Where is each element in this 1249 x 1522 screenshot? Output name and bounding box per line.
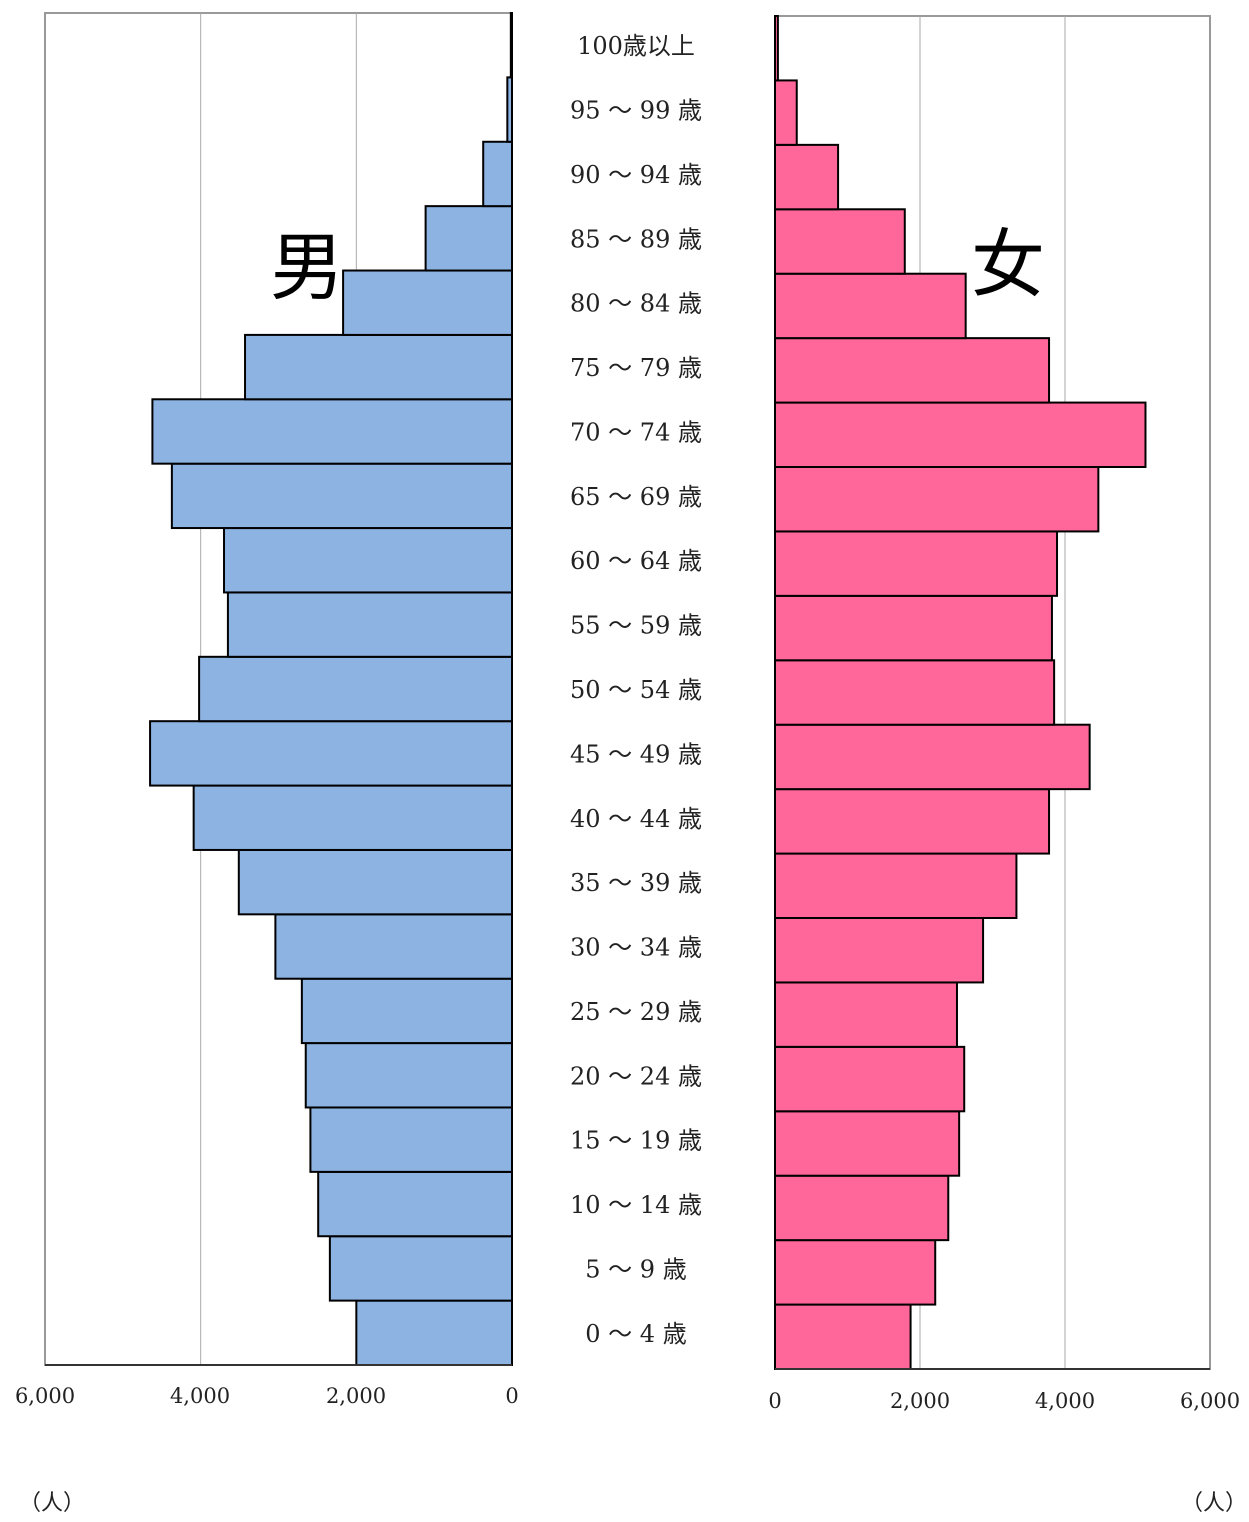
age-group-label: 100歳以上 — [577, 32, 695, 60]
age-group-label: 55 ～ 59 歳 — [570, 612, 702, 640]
female-bar — [774, 272, 967, 340]
male-tick-label: 2,000 — [326, 1384, 386, 1408]
male-tick-label: 0 — [505, 1384, 518, 1408]
age-group-label: 0 ～ 4 歳 — [585, 1320, 686, 1348]
female-bar — [774, 981, 958, 1048]
female-bar — [774, 788, 1051, 855]
male-panel: 6,000 4,000 2,000 0 — [15, 12, 519, 1408]
age-group-label: 10 ～ 14 歳 — [570, 1191, 702, 1219]
age-group-label: 45 ～ 49 歳 — [570, 740, 702, 768]
female-bar — [774, 659, 1056, 726]
male-bar — [300, 977, 513, 1045]
male-tick-label: 4,000 — [170, 1384, 230, 1408]
male-tick-labels: 6,000 4,000 2,000 0 — [15, 1384, 519, 1408]
age-group-label: 25 ～ 29 歳 — [570, 998, 702, 1026]
age-group-label: 35 ～ 39 歳 — [570, 869, 702, 897]
male-bar — [244, 333, 513, 401]
female-bar — [774, 143, 840, 211]
female-bar — [774, 723, 1091, 791]
age-group-label: 40 ～ 44 歳 — [570, 805, 702, 833]
female-series-label: 女 — [971, 222, 1045, 308]
female-tick-label: 4,000 — [1035, 1389, 1095, 1413]
female-bar — [774, 1239, 937, 1306]
male-bar — [170, 462, 513, 530]
age-group-label: 85 ～ 89 歳 — [570, 225, 702, 253]
female-bar — [774, 852, 1018, 919]
age-group-labels: 0 ～ 4 歳 5 ～ 9 歳 10 ～ 14 歳 15 ～ 19 歳 20 ～ 24 … — [570, 32, 702, 1348]
female-bar — [774, 466, 1100, 533]
male-bar — [237, 848, 513, 916]
male-bar — [328, 1235, 513, 1302]
female-panel: 0 2,000 4,000 6,000 — [768, 15, 1240, 1413]
male-bar — [149, 720, 513, 787]
male-bar — [226, 591, 514, 658]
male-bar — [304, 1042, 513, 1109]
male-bar — [274, 913, 513, 980]
age-group-label: 75 ～ 79 歳 — [570, 354, 702, 382]
female-bar — [774, 1045, 966, 1113]
female-bar — [774, 917, 985, 984]
male-bar — [151, 398, 513, 465]
male-bars — [149, 12, 514, 1366]
female-bar — [774, 530, 1059, 597]
male-bar — [198, 655, 514, 723]
male-bar — [342, 269, 513, 336]
female-bar — [774, 401, 1147, 469]
male-bar — [192, 784, 514, 851]
male-series-label: 男 — [270, 225, 344, 311]
unit-label-right: （人） — [1181, 1491, 1247, 1516]
female-bar — [774, 79, 798, 146]
unit-label-left: （人） — [19, 1491, 85, 1516]
age-group-label: 65 ～ 69 歳 — [570, 483, 702, 511]
male-bar — [355, 1299, 514, 1366]
male-tick-label: 6,000 — [15, 1384, 75, 1408]
age-group-label: 5 ～ 9 歳 — [585, 1255, 686, 1283]
female-bars — [774, 15, 1147, 1370]
female-bar — [774, 1303, 912, 1370]
age-group-label: 90 ～ 94 歳 — [570, 161, 702, 189]
age-group-label: 50 ～ 54 歳 — [570, 676, 702, 704]
female-bar — [774, 337, 1051, 404]
age-group-label: 70 ～ 74 歳 — [570, 418, 702, 446]
male-bar — [223, 527, 513, 594]
male-bar — [424, 205, 514, 272]
male-bar — [317, 1170, 513, 1238]
female-tick-labels: 0 2,000 4,000 6,000 — [768, 1389, 1240, 1413]
age-group-label: 20 ～ 24 歳 — [570, 1062, 702, 1090]
female-bar — [774, 1174, 950, 1242]
male-bar — [482, 140, 513, 208]
age-group-label: 95 ～ 99 歳 — [570, 97, 702, 125]
male-bar — [309, 1106, 513, 1173]
female-tick-label: 6,000 — [1180, 1389, 1240, 1413]
age-group-label: 30 ～ 34 歳 — [570, 934, 702, 962]
female-tick-label: 0 — [768, 1389, 781, 1413]
female-bar — [774, 1110, 961, 1177]
age-group-label: 60 ～ 64 歳 — [570, 547, 702, 575]
female-bar — [774, 208, 906, 275]
age-group-label: 80 ～ 84 歳 — [570, 290, 702, 318]
female-tick-label: 2,000 — [890, 1389, 950, 1413]
female-bar — [774, 594, 1053, 662]
age-group-label: 15 ～ 19 歳 — [570, 1127, 702, 1155]
